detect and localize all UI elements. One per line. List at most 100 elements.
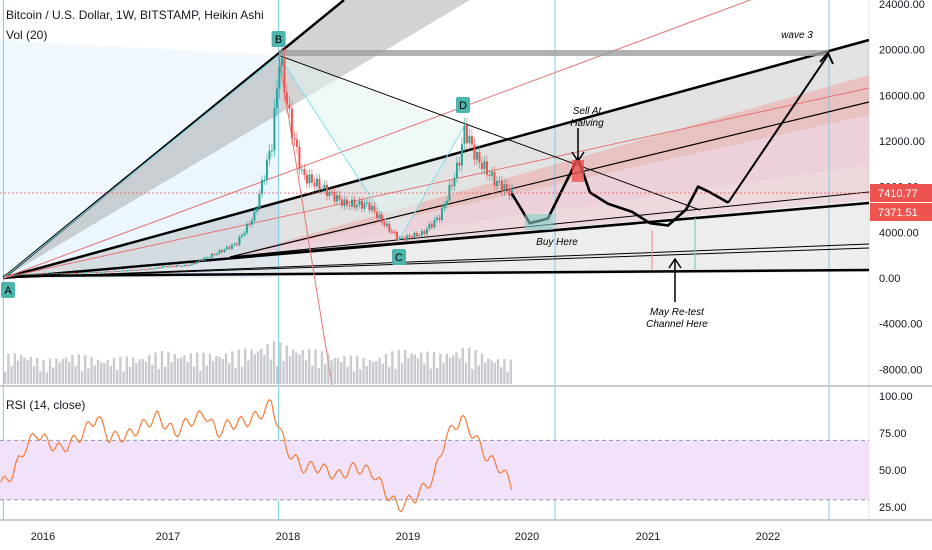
- candle: [365, 202, 368, 204]
- candle: [180, 266, 183, 268]
- volume-bar: [61, 359, 64, 384]
- volume-bar: [199, 370, 202, 384]
- candle: [388, 223, 391, 232]
- candle: [275, 88, 278, 109]
- retest-arrow-head: [668, 257, 682, 269]
- candle: [398, 237, 401, 239]
- volume-bar: [413, 354, 416, 384]
- candle: [373, 205, 376, 212]
- candle: [208, 257, 211, 259]
- candle: [505, 184, 508, 189]
- candle: [350, 199, 353, 207]
- volume-bar: [4, 371, 7, 384]
- candle: [203, 257, 206, 261]
- volume-bar: [151, 364, 154, 384]
- volume-bar: [410, 353, 413, 384]
- candle: [460, 144, 463, 166]
- volume-bar: [400, 362, 404, 384]
- time-axis[interactable]: 2016 2017 2018 2019 2020 2021 2022: [31, 531, 780, 543]
- volume-bar: [87, 368, 90, 384]
- volume-bar: [228, 363, 231, 384]
- candle: [165, 266, 168, 268]
- candle: [490, 171, 493, 176]
- volume-bar: [170, 362, 173, 384]
- volume-bar: [96, 359, 100, 384]
- candle: [123, 270, 126, 272]
- candle: [205, 257, 208, 259]
- candle: [128, 270, 131, 272]
- candle: [50, 273, 53, 275]
- candle: [55, 273, 58, 275]
- candle: [493, 171, 496, 186]
- candle: [288, 104, 291, 109]
- candle: [318, 178, 321, 190]
- bd-line: [278, 54, 701, 211]
- candle: [153, 268, 156, 270]
- candle: [215, 253, 218, 255]
- candle: [435, 217, 438, 220]
- candle: [198, 260, 201, 262]
- volume-bar: [292, 349, 295, 384]
- volume-bar: [484, 362, 487, 384]
- candle: [485, 161, 488, 175]
- volume-bar: [77, 354, 80, 384]
- volume-bar: [298, 354, 301, 384]
- candle: [148, 268, 151, 270]
- candle: [210, 253, 213, 258]
- volume-bar: [384, 353, 388, 384]
- volume-bar: [288, 356, 292, 384]
- candle: [113, 270, 116, 272]
- volume-bar: [496, 359, 500, 384]
- volume-bar: [346, 366, 349, 384]
- volume-bar: [320, 351, 324, 384]
- candle: [368, 202, 371, 211]
- time-tick-label: 2019: [396, 531, 420, 543]
- candles: [3, 46, 513, 277]
- volume-bar: [266, 344, 269, 384]
- candle: [338, 195, 341, 200]
- volume-bar: [448, 357, 452, 384]
- volume-bar: [93, 365, 96, 384]
- candle: [358, 200, 361, 205]
- price-axis[interactable]: 24000.0020000.0016000.0012000.008000.004…: [0, 0, 932, 514]
- candle: [343, 199, 346, 206]
- symbol-title[interactable]: Bitcoin / U.S. Dollar, 1W, BITSTAMP, Hei…: [6, 8, 264, 22]
- candle: [463, 125, 466, 145]
- volume-bar: [480, 353, 484, 384]
- volume-bar: [80, 371, 84, 384]
- candle: [480, 162, 483, 170]
- volume-bar: [16, 360, 20, 384]
- fan-zone-top: [3, 0, 470, 278]
- candle: [108, 271, 111, 273]
- price-tick-label: 20000.00: [879, 45, 925, 57]
- candle: [75, 272, 78, 274]
- volume-bar: [506, 371, 509, 384]
- volume-bar: [490, 360, 493, 384]
- volume-bar: [29, 357, 32, 384]
- candle: [418, 235, 421, 237]
- candle: [425, 228, 428, 234]
- buy-box: [525, 214, 553, 230]
- candle: [155, 267, 158, 269]
- rsi-legend[interactable]: RSI (14, close): [6, 398, 86, 412]
- volume-legend[interactable]: Vol (20): [6, 28, 48, 42]
- last-price-label: 7371.51: [878, 207, 918, 219]
- candle: [420, 231, 423, 236]
- volume-bar: [407, 357, 410, 384]
- candle: [178, 265, 181, 267]
- candle: [280, 57, 283, 67]
- candle: [323, 184, 326, 189]
- volume-bar: [487, 358, 490, 384]
- volume-bar: [416, 358, 420, 384]
- candle: [175, 265, 178, 267]
- point-c-label-badge: [392, 249, 406, 265]
- volume-bar: [125, 356, 128, 384]
- volume-bar: [308, 348, 311, 384]
- candle: [403, 237, 406, 241]
- ab-zone-left: [0, 40, 279, 278]
- rsi-tick-label: 50.00: [879, 465, 907, 477]
- candle: [233, 243, 236, 245]
- volume-bar: [135, 362, 138, 384]
- candle: [390, 231, 393, 233]
